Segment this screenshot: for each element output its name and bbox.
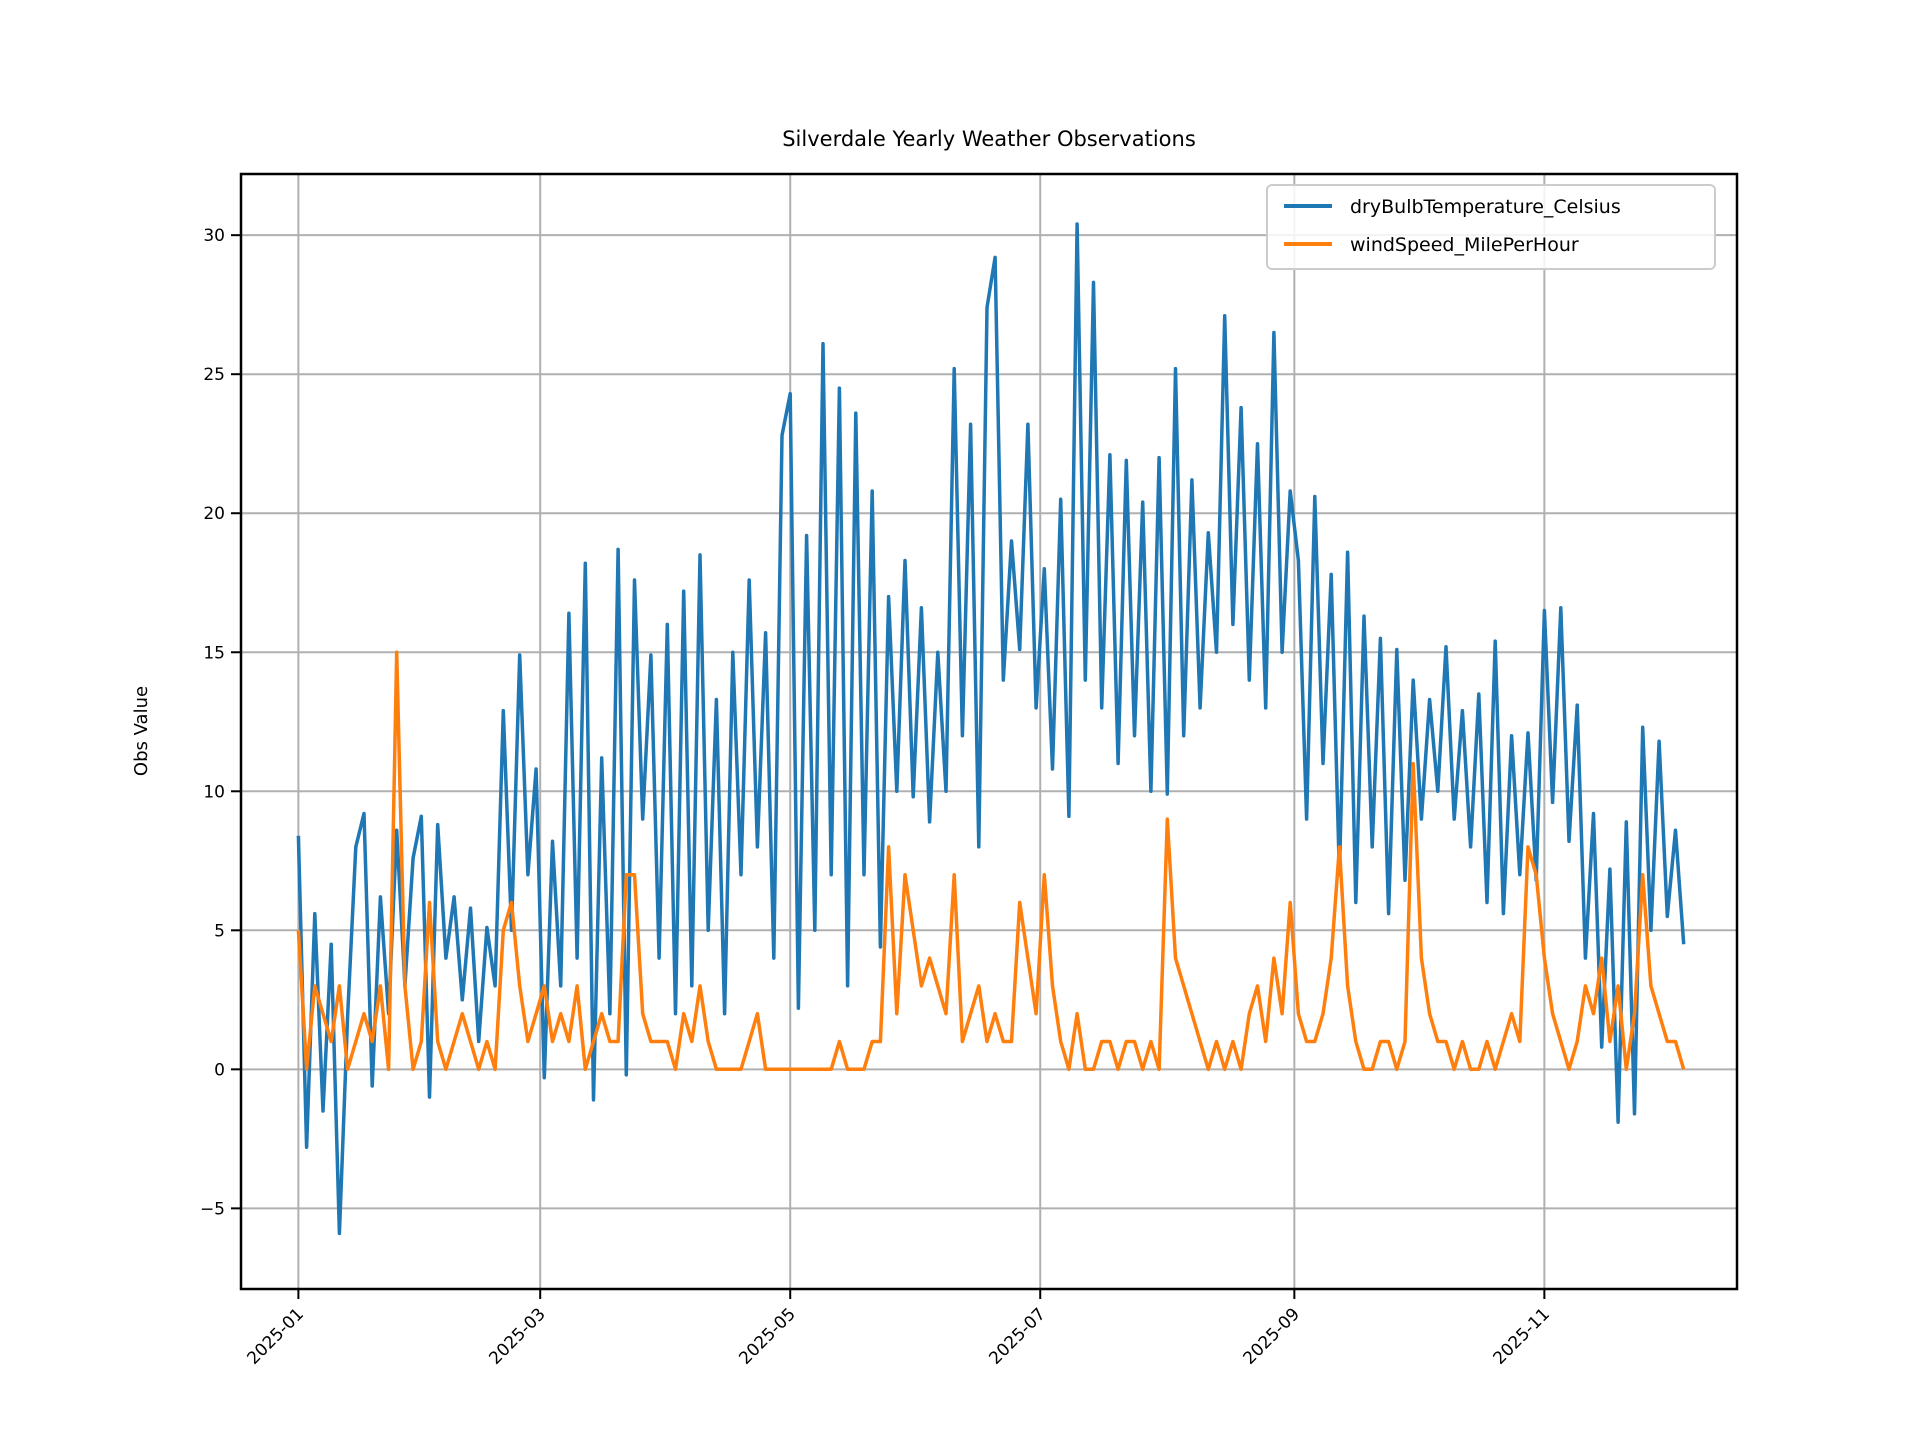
legend-label-wind: windSpeed_MilePerHour [1350,234,1579,256]
plot-frame [239,172,1739,1291]
y-tick-label: 5 [214,921,225,941]
y-tick-label: 25 [203,365,225,385]
wind-speed-series-line [296,650,1686,1072]
y-tick-label: 10 [203,782,225,802]
legend-label-temperature: dryBulbTemperature_Celsius [1350,196,1621,218]
temperature-series-line [296,222,1686,1236]
y-tick-label: 30 [203,226,225,246]
legend-box [1266,184,1716,270]
y-axis-ticks: −5 0 5 10 15 20 25 30 [200,226,241,1219]
grid-lines [241,174,1737,1289]
y-tick-label: 20 [203,504,225,524]
series-lines [296,222,1686,1236]
y-tick-label: 15 [203,643,225,663]
legend: dryBulbTemperature_Celsius windSpeed_Mil… [1266,184,1716,270]
y-tick-label: 0 [214,1060,225,1080]
y-axis-label: Obs Value [131,686,152,776]
chart-title: Silverdale Yearly Weather Observations [782,127,1196,151]
y-tick-label: −5 [200,1199,225,1219]
